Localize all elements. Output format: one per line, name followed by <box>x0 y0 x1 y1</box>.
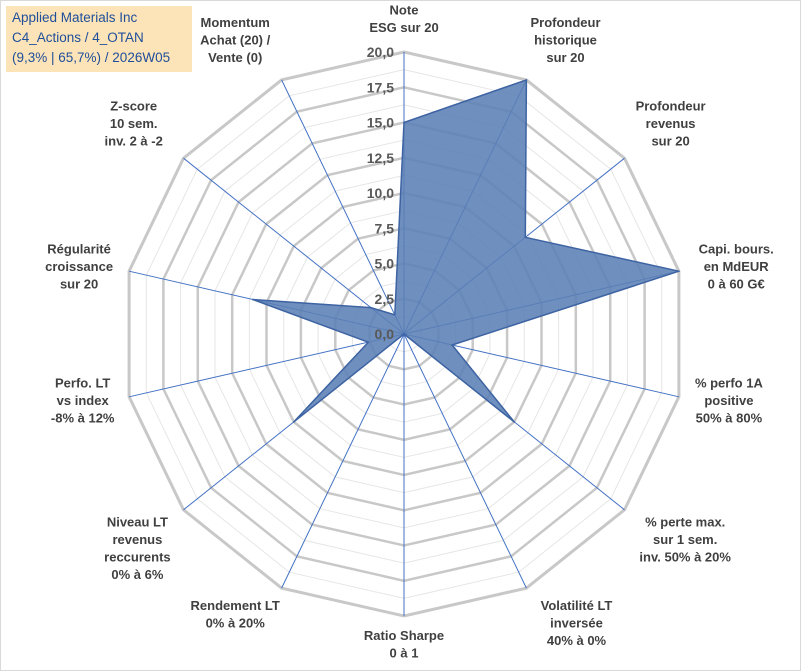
title-line-category: C4_Actions / 4_OTAN <box>12 30 144 45</box>
axis-label-line: sur 1 sem. <box>653 532 717 547</box>
axis-label-line: Niveau LT <box>107 514 168 529</box>
axis-label-line: reccurents <box>104 549 170 564</box>
axis-label-line: vs index <box>57 393 110 408</box>
series-point <box>252 298 254 301</box>
axis-label-line: Perfo. LT <box>55 376 110 391</box>
axis-spoke <box>403 333 527 589</box>
axis-spoke <box>281 79 405 335</box>
radial-tick-label: 7,5 <box>375 220 395 236</box>
axis-label-line: revenus <box>646 116 696 131</box>
axis-label-5: % perte max. sur 1 sem. inv. 50% à 20% <box>639 514 731 564</box>
axis-label-line: sur 20 <box>60 276 98 291</box>
axis-label-line: Rendement LT <box>191 598 280 613</box>
axis-label-line: % perfo 1A <box>695 376 764 391</box>
axis-label-4: % perfo 1A positive 50% à 80% <box>695 376 764 426</box>
axis-label-3: Capi. bours. en MdEUR 0 à 60 G€ <box>699 241 774 291</box>
series-point <box>403 333 405 335</box>
axis-label-line: Ratio Sharpe <box>364 628 444 643</box>
radial-tick-label: 20,0 <box>367 44 394 60</box>
axis-label-12: Z-score 10 sem. inv. 2 à -2 <box>105 99 163 149</box>
axis-label-line: Profondeur <box>530 15 600 30</box>
series-point <box>678 270 680 273</box>
axis-label-line: Note <box>390 3 419 18</box>
series-point <box>403 121 405 124</box>
radar-series <box>252 79 680 423</box>
axis-label-11: Régularité croissance sur 20 <box>45 241 113 291</box>
radial-tick-label: 5,0 <box>375 256 395 272</box>
series-point <box>451 344 453 346</box>
axis-spoke <box>128 333 405 398</box>
axis-label-13: Momentum Achat (20) / Vente (0) <box>200 15 270 65</box>
axis-label-line: Régularité <box>47 241 111 256</box>
series-point <box>370 306 372 309</box>
axis-label-line: Momentum <box>201 15 270 30</box>
radar-tick-labels: 0,0 2,5 5,0 7,5 10,0 12,5 15,0 17,5 20,0 <box>367 44 394 342</box>
axis-label-line: 0% à 6% <box>111 567 163 582</box>
axis-label-line: revenus <box>112 532 162 547</box>
axis-label-line: 40% à 0% <box>547 633 607 648</box>
axis-label-line: sur 20 <box>651 134 689 149</box>
axis-label-1: Profondeur historique sur 20 <box>530 15 600 65</box>
axis-label-10: Perfo. LT vs index -8% à 12% <box>51 376 115 426</box>
axis-label-7: Ratio Sharpe 0 à 1 <box>364 628 444 661</box>
axis-label-line: 0 à 60 G€ <box>708 276 765 291</box>
radial-tick-label: 10,0 <box>367 185 394 201</box>
axis-label-line: inv. 2 à -2 <box>105 134 163 149</box>
axis-label-line: Achat (20) / <box>200 32 270 47</box>
radar-axis-labels: Note ESG sur 20 Profondeur historique sur 20… <box>45 3 774 661</box>
radial-tick-label: 15,0 <box>367 115 394 131</box>
title-line-stats: (9,3% | 65,7%) / 2026W05 <box>12 50 171 65</box>
title-box: Applied Materials Inc C4_Actions / 4_OTA… <box>6 6 192 72</box>
axis-label-line: 10 sem. <box>110 116 158 131</box>
axis-spoke <box>281 333 405 589</box>
series-point <box>394 314 396 316</box>
axis-label-0: Note ESG sur 20 <box>369 3 438 36</box>
axis-label-6: Volatilité LT inversée 40% à 0% <box>541 598 613 648</box>
axis-label-line: sur 20 <box>546 50 584 65</box>
series-point <box>524 236 527 239</box>
axis-label-2: Profondeur revenus sur 20 <box>636 99 706 149</box>
axis-label-8: Rendement LT 0% à 20% <box>191 598 280 631</box>
axis-label-line: Z-score <box>110 99 157 114</box>
axis-label-line: Vente (0) <box>208 50 262 65</box>
axis-label-line: 0% à 20% <box>206 616 266 631</box>
title-line-company: Applied Materials Inc <box>12 10 138 25</box>
axis-label-line: ESG sur 20 <box>369 20 438 35</box>
axis-label-9: Niveau LT revenus reccurents 0% à 6% <box>104 514 170 582</box>
axis-label-line: Volatilité LT <box>541 598 613 613</box>
axis-label-line: 50% à 80% <box>696 411 763 426</box>
series-point <box>513 421 515 423</box>
radial-tick-label: 12,5 <box>367 150 394 166</box>
axis-label-line: % perte max. <box>645 514 725 529</box>
series-point <box>525 79 528 81</box>
axis-spoke <box>183 157 405 335</box>
axis-label-line: inv. 50% à 20% <box>639 549 731 564</box>
axis-label-line: Capi. bours. <box>699 241 774 256</box>
axis-label-line: en MdEUR <box>704 259 770 274</box>
series-point <box>367 341 370 344</box>
radial-tick-label: 0,0 <box>375 326 395 342</box>
axis-label-line: historique <box>534 32 597 47</box>
axis-label-line: -8% à 12% <box>51 411 115 426</box>
axis-label-line: Profondeur <box>636 99 706 114</box>
radial-tick-label: 17,5 <box>367 79 394 95</box>
axis-label-line: positive <box>704 393 753 408</box>
axis-label-line: inversée <box>550 616 603 631</box>
axis-label-line: 0 à 1 <box>390 646 419 661</box>
series-area <box>252 79 680 423</box>
series-point <box>293 421 295 423</box>
radial-tick-label: 2,5 <box>375 291 395 307</box>
axis-label-line: croissance <box>45 259 113 274</box>
